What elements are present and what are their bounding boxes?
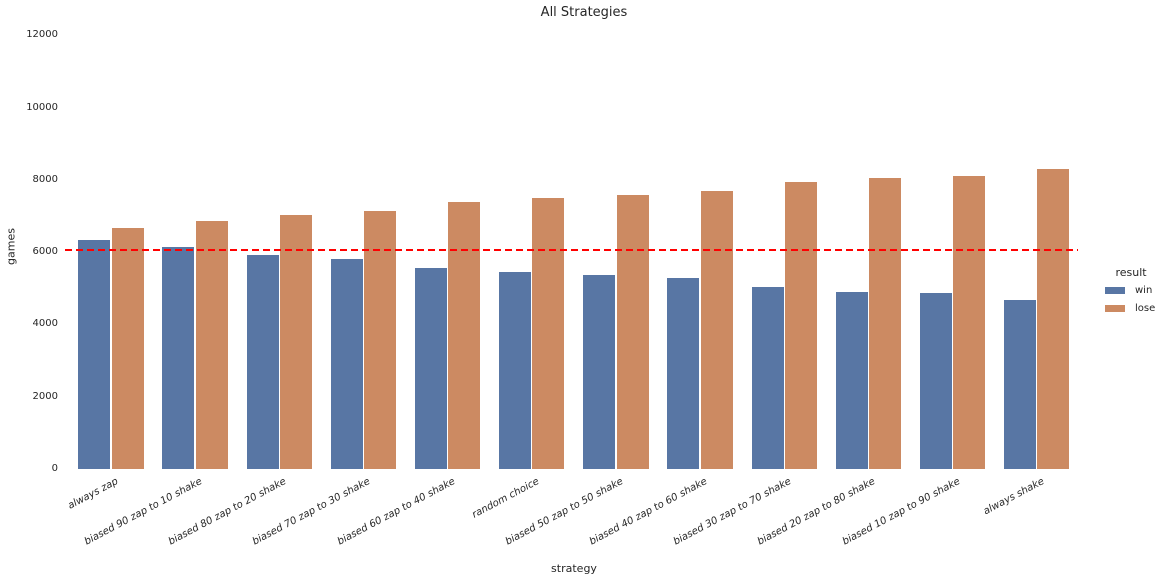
- legend-label: win: [1135, 285, 1153, 296]
- y-axis-tick-label: 8000: [32, 173, 58, 185]
- bar-lose: [364, 210, 397, 469]
- bar-win: [78, 240, 111, 469]
- bar-win: [667, 277, 700, 469]
- bar-lose: [1037, 169, 1070, 469]
- y-axis-tick-label: 12000: [26, 29, 58, 41]
- y-axis-tick-label: 2000: [32, 390, 58, 402]
- bar-lose: [869, 178, 902, 469]
- bar-lose: [784, 182, 817, 469]
- y-axis-tick-label: 10000: [26, 101, 58, 113]
- bar-win: [499, 272, 532, 469]
- legend-swatch-lose: [1105, 305, 1125, 312]
- bar-win: [246, 255, 279, 469]
- legend-item-lose: lose: [1098, 303, 1164, 314]
- y-axis-tick-label: 0: [51, 463, 58, 474]
- bar-lose: [195, 221, 228, 469]
- legend-title: result: [1115, 266, 1147, 279]
- bar-win: [414, 267, 447, 469]
- y-axis-tick-label: 6000: [32, 246, 58, 258]
- x-axis-label: strategy: [551, 562, 597, 575]
- bar-lose: [700, 191, 733, 469]
- legend-label: lose: [1135, 303, 1156, 314]
- chart-title: All Strategies: [540, 5, 628, 20]
- y-axis-tick-label: 4000: [32, 318, 58, 330]
- bar-win: [583, 274, 616, 469]
- bar-lose: [280, 214, 312, 469]
- bar-win: [162, 247, 195, 469]
- bar-win: [751, 286, 784, 469]
- bar-win: [835, 291, 868, 469]
- bar-win: [1003, 300, 1036, 469]
- legend-item-win: win: [1098, 285, 1164, 296]
- bar-win: [919, 293, 952, 469]
- bar-lose: [532, 197, 565, 469]
- legend: result win lose: [1098, 266, 1164, 321]
- reference-line: [65, 249, 1078, 252]
- legend-swatch-win: [1105, 287, 1125, 294]
- bar-lose: [616, 195, 649, 469]
- x-axis-tick-label: always shake: [981, 476, 1046, 518]
- bar-lose: [953, 175, 986, 469]
- bar-lose: [448, 202, 481, 469]
- bar-lose: [111, 227, 144, 469]
- bar-win: [330, 258, 363, 469]
